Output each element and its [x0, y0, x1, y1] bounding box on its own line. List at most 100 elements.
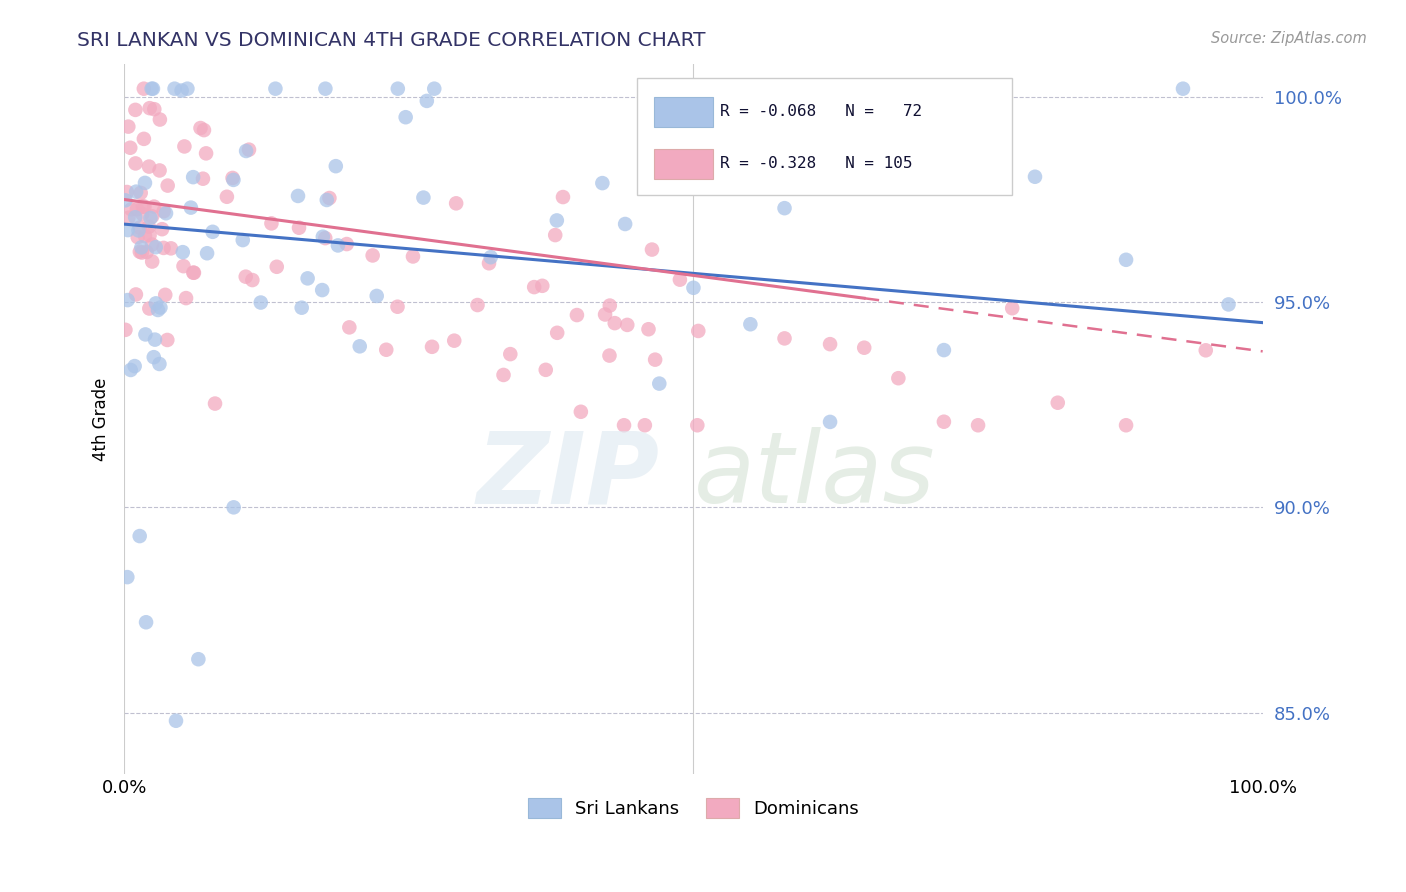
Point — [291, 301, 314, 315]
Point — [132, 132, 155, 146]
Point — [387, 81, 409, 95]
Point — [138, 160, 160, 174]
Point — [156, 333, 179, 347]
Point — [124, 211, 146, 225]
Point — [125, 185, 148, 199]
Point — [180, 201, 202, 215]
Point — [1001, 301, 1024, 316]
FancyBboxPatch shape — [654, 149, 713, 179]
Point — [818, 415, 841, 429]
Point — [141, 254, 163, 268]
Point — [142, 350, 165, 364]
Point — [311, 283, 333, 297]
Point — [173, 139, 195, 153]
Point — [155, 206, 177, 220]
Point — [215, 190, 238, 204]
Point — [287, 189, 309, 203]
Point — [170, 83, 193, 97]
Point — [148, 357, 170, 371]
Point — [181, 170, 204, 185]
Point — [138, 219, 160, 234]
Point — [326, 238, 349, 252]
Point — [266, 260, 288, 274]
Point — [669, 273, 692, 287]
Point — [183, 266, 205, 280]
Point — [150, 222, 173, 236]
Point — [260, 216, 283, 230]
Point — [124, 359, 146, 373]
Text: SRI LANKAN VS DOMINICAN 4TH GRADE CORRELATION CHART: SRI LANKAN VS DOMINICAN 4TH GRADE CORREL… — [77, 31, 706, 50]
Point — [569, 405, 592, 419]
FancyBboxPatch shape — [654, 97, 713, 128]
Point — [544, 228, 567, 243]
Point — [120, 141, 142, 155]
Point — [387, 300, 409, 314]
Point — [1171, 81, 1194, 95]
Point — [160, 241, 183, 255]
Point — [117, 570, 139, 584]
Point — [1218, 297, 1240, 311]
Point — [314, 81, 336, 95]
Point — [127, 223, 149, 237]
Point — [221, 170, 243, 185]
Point — [134, 176, 156, 190]
Point — [131, 245, 153, 260]
Point — [325, 159, 347, 173]
Point — [444, 196, 467, 211]
Point — [361, 248, 384, 262]
Point — [314, 231, 336, 245]
Point — [1195, 343, 1218, 358]
Point — [240, 273, 263, 287]
Point — [114, 194, 136, 208]
Point — [967, 418, 990, 433]
Point — [565, 308, 588, 322]
Point — [634, 418, 657, 433]
Point — [190, 121, 212, 136]
Point — [312, 229, 335, 244]
Point — [591, 176, 613, 190]
Point — [336, 237, 359, 252]
Point — [135, 245, 157, 260]
Point — [138, 228, 160, 243]
Point — [193, 123, 215, 137]
Point — [115, 185, 138, 199]
Y-axis label: 4th Grade: 4th Grade — [93, 377, 110, 461]
Point — [142, 81, 165, 95]
Point — [222, 173, 245, 187]
Point — [616, 318, 638, 332]
Point — [688, 324, 710, 338]
Point — [127, 230, 149, 244]
Text: R = -0.068   N =   72: R = -0.068 N = 72 — [720, 104, 922, 120]
Point — [443, 334, 465, 348]
Point — [593, 308, 616, 322]
Point — [318, 191, 340, 205]
Point — [235, 144, 257, 158]
Point — [534, 363, 557, 377]
Point — [152, 241, 174, 255]
Point — [467, 298, 489, 312]
Point — [132, 81, 155, 95]
Point — [818, 337, 841, 351]
Point — [264, 81, 287, 95]
Point — [155, 288, 177, 302]
Point — [143, 200, 166, 214]
Point — [195, 146, 218, 161]
Point — [412, 191, 434, 205]
Point — [478, 256, 501, 270]
Point — [156, 178, 179, 193]
Point — [128, 529, 150, 543]
Point — [315, 193, 337, 207]
Point — [773, 331, 796, 345]
Point — [125, 202, 148, 217]
Point — [134, 327, 156, 342]
Point — [375, 343, 398, 357]
Point — [531, 278, 554, 293]
Point — [598, 349, 620, 363]
Point — [134, 200, 156, 214]
Point — [288, 220, 311, 235]
Point — [416, 94, 439, 108]
Point — [146, 303, 169, 318]
Point — [141, 210, 163, 224]
Point — [128, 244, 150, 259]
Text: R = -0.328   N = 105: R = -0.328 N = 105 — [720, 156, 912, 171]
